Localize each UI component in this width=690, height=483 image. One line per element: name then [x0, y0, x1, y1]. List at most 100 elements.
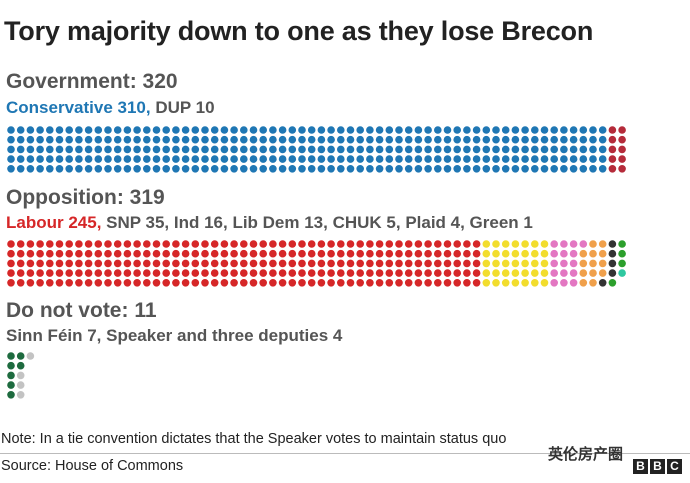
seat-dot-conservative	[521, 135, 529, 144]
seat-dot-conservative	[356, 126, 365, 134]
seat-dot-conservative	[26, 165, 35, 173]
seat-dot-snp	[531, 259, 539, 268]
seat-dot-conservative	[366, 126, 374, 134]
seat-dot-labour	[424, 259, 432, 268]
seat-dot-conservative	[16, 145, 25, 154]
seat-dot-conservative	[133, 155, 141, 163]
seat-dot-labour	[26, 240, 35, 248]
seat-dot-labour	[414, 269, 423, 277]
seat-dot-labour	[94, 240, 103, 248]
government-breakdown: Conservative 310, DUP 10	[6, 98, 215, 118]
seat-dot-conservative	[414, 135, 423, 144]
seat-dot-conservative	[337, 135, 345, 144]
seat-dot-conservative	[550, 135, 558, 144]
seat-dot-conservative	[560, 135, 568, 144]
seat-dot-conservative	[472, 165, 481, 173]
seat-dot-dup	[608, 155, 617, 163]
seat-dot-conservative	[463, 135, 471, 144]
seat-dot-labour	[133, 259, 141, 268]
government-breakdown-highlight: Conservative 310,	[6, 98, 151, 117]
seat-dot-conservative	[366, 165, 374, 173]
seat-dot-labour	[65, 279, 73, 287]
seat-dot-conservative	[133, 165, 141, 173]
seat-dot-conservative	[434, 165, 442, 173]
seat-dot-speaker-and-three-deputies	[16, 371, 25, 380]
seat-dot-conservative	[385, 135, 394, 144]
seat-dot-conservative	[346, 145, 355, 154]
seat-dot-snp	[501, 269, 510, 277]
do-not-vote-breakdown: Sinn Féin 7, Speaker and three deputies …	[6, 326, 342, 346]
footer-divider	[0, 453, 690, 454]
seat-dot-labour	[240, 279, 248, 287]
seat-dot-snp	[482, 269, 491, 277]
seat-dot-conservative	[123, 135, 132, 144]
seat-dot-conservative	[598, 165, 607, 173]
seat-dot-conservative	[501, 126, 510, 134]
seat-dot-labour	[385, 269, 394, 277]
seat-dot-conservative	[249, 135, 258, 144]
bbc-logo: B B C	[633, 459, 682, 474]
seat-dot-conservative	[298, 155, 306, 163]
seat-dot-ind	[550, 259, 558, 268]
seat-dot-speaker-and-three-deputies	[16, 381, 25, 389]
seat-dot-labour	[443, 249, 452, 258]
seat-dot-labour	[240, 240, 248, 248]
seat-dot-conservative	[191, 155, 200, 163]
seat-dot-dup	[608, 165, 617, 173]
seat-dot-conservative	[356, 155, 365, 163]
seat-dot-snp	[540, 279, 549, 287]
seat-dot-snp	[511, 249, 520, 258]
seat-dot-conservative	[472, 145, 481, 154]
seat-dot-conservative	[385, 165, 394, 173]
seat-dot-conservative	[84, 155, 93, 163]
seat-dot-snp	[492, 249, 500, 258]
seat-dot-labour	[84, 259, 93, 268]
seat-dot-conservative	[404, 155, 413, 163]
seat-dot-labour	[230, 279, 238, 287]
seat-dot-conservative	[424, 145, 432, 154]
seat-dot-labour	[210, 240, 219, 248]
seat-dot-labour	[201, 249, 209, 258]
seat-dot-conservative	[317, 145, 326, 154]
seat-dot-sinn-f-in	[7, 371, 15, 380]
seat-dot-labour	[7, 269, 15, 277]
seat-dot-labour	[230, 259, 238, 268]
seat-dot-conservative	[298, 145, 306, 154]
seat-dot-conservative	[560, 165, 568, 173]
seat-dot-labour	[298, 249, 306, 258]
seat-dot-ind	[569, 249, 578, 258]
seat-dot-labour	[356, 249, 365, 258]
seat-dot-labour	[55, 279, 64, 287]
seat-dot-labour	[288, 240, 297, 248]
seat-dot-conservative	[65, 126, 73, 134]
seat-dot-conservative	[249, 165, 258, 173]
seat-dot-labour	[395, 259, 403, 268]
seat-dot-conservative	[113, 165, 122, 173]
seat-dot-conservative	[482, 155, 491, 163]
opposition-heading: Opposition: 319	[6, 186, 165, 209]
seat-dot-labour	[104, 249, 112, 258]
seat-dot-conservative	[104, 126, 112, 134]
seat-dot-conservative	[550, 165, 558, 173]
seat-dot-lib-dem	[589, 249, 597, 258]
seat-dot-labour	[152, 249, 161, 258]
seat-dot-labour	[172, 259, 180, 268]
seat-dot-conservative	[453, 145, 462, 154]
seat-dot-labour	[201, 269, 209, 277]
seat-dot-conservative	[7, 145, 15, 154]
seat-dot-labour	[249, 279, 258, 287]
seat-dot-conservative	[113, 155, 122, 163]
seat-dot-conservative	[36, 135, 44, 144]
seat-dot-conservative	[511, 165, 520, 173]
seat-dot-labour	[133, 269, 141, 277]
seat-dot-labour	[414, 279, 423, 287]
seat-dot-labour	[443, 279, 452, 287]
seat-dot-conservative	[288, 145, 297, 154]
seat-dot-conservative	[94, 155, 103, 163]
seat-dot-labour	[259, 240, 268, 248]
seat-dot-conservative	[443, 135, 452, 144]
seat-dot-snp	[501, 249, 510, 258]
seat-dot-conservative	[589, 126, 597, 134]
seat-dot-lib-dem	[589, 240, 597, 248]
seat-dot-labour	[65, 249, 73, 258]
